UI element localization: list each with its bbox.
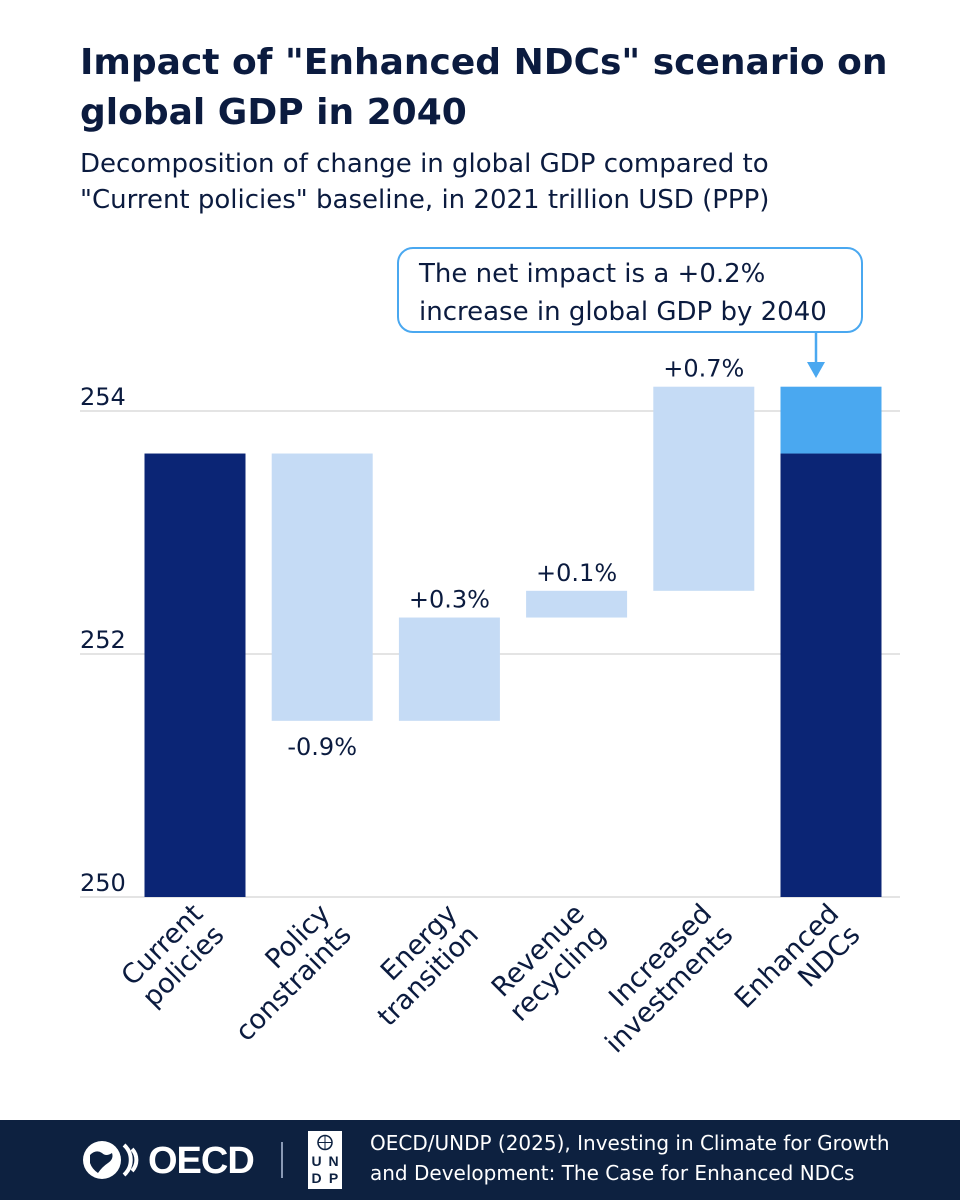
chart-subtitle: Decomposition of change in global GDP co… [80, 146, 900, 218]
undp-logo-icon: U N D P [308, 1131, 342, 1189]
bar [271, 453, 373, 721]
footer-bar [0, 1120, 960, 1200]
bar [653, 386, 755, 591]
y-tick-label: 250 [80, 869, 126, 897]
bar [526, 590, 628, 618]
labels-layer: -0.9% +0.3% +0.1% +0.7% [287, 355, 744, 761]
undp-letter: P [328, 1170, 339, 1186]
bar-increment [780, 386, 882, 454]
data-label: -0.9% [287, 733, 357, 761]
undp-letter: N [328, 1153, 339, 1169]
waterfall-chart: 250 252 254 -0.9% +0.3% +0.1% +0.7% Currentpo… [80, 333, 900, 1059]
oecd-wordmark: OECD [148, 1140, 255, 1182]
subtitle-line: Decomposition of change in global GDP co… [80, 149, 769, 179]
undp-letter: U [311, 1153, 322, 1169]
chart-title: Impact of "Enhanced NDCs" scenario on gl… [80, 42, 888, 133]
callout-line: increase in global GDP by 2040 [419, 297, 827, 327]
un-emblem-icon [317, 1134, 333, 1151]
bars-layer [144, 386, 882, 897]
source-line: OECD/UNDP (2025), Investing in Climate f… [370, 1131, 890, 1155]
bar [144, 453, 246, 897]
data-label: +0.7% [663, 355, 744, 383]
callout-arrowhead-icon [807, 362, 825, 378]
footer-divider [281, 1142, 283, 1178]
y-tick-label: 252 [80, 626, 126, 654]
source-citation: OECD/UNDP (2025), Investing in Climate f… [370, 1128, 930, 1188]
undp-letter: D [311, 1170, 322, 1186]
bar [398, 617, 500, 721]
callout-line: The net impact is a +0.2% [419, 259, 766, 289]
bar [780, 453, 882, 897]
oecd-logo-icon [83, 1141, 139, 1179]
subtitle-line: "Current policies" baseline, in 2021 tri… [80, 185, 770, 215]
net-impact-callout: The net impact is a +0.2% increase in gl… [397, 247, 863, 333]
data-label: +0.3% [409, 586, 490, 614]
y-tick-label: 254 [80, 383, 126, 411]
data-label: +0.1% [536, 559, 617, 587]
source-line: and Development: The Case for Enhanced N… [370, 1161, 855, 1185]
